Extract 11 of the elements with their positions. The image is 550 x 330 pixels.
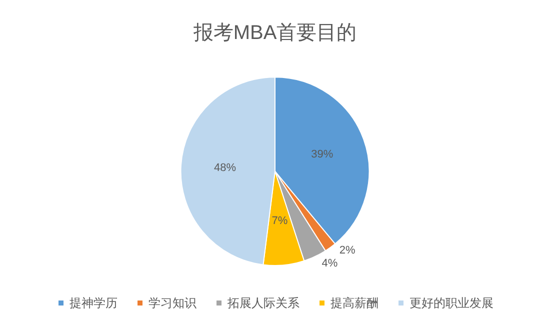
- legend-label: 拓展人际关系: [226, 296, 300, 310]
- legend-label: 提神学历: [70, 296, 118, 310]
- data-label: 39%: [311, 148, 334, 160]
- data-label: 4%: [322, 258, 338, 270]
- data-label: 48%: [214, 162, 236, 174]
- legend-label: 提高薪酬: [330, 296, 378, 310]
- data-label: 2%: [339, 244, 356, 257]
- data-label: 7%: [272, 215, 288, 228]
- legend-label: 更好的职业发展: [410, 296, 494, 310]
- chart-title: 报考MBA首要目的: [192, 22, 357, 44]
- legend-label: 学习知识: [148, 296, 196, 310]
